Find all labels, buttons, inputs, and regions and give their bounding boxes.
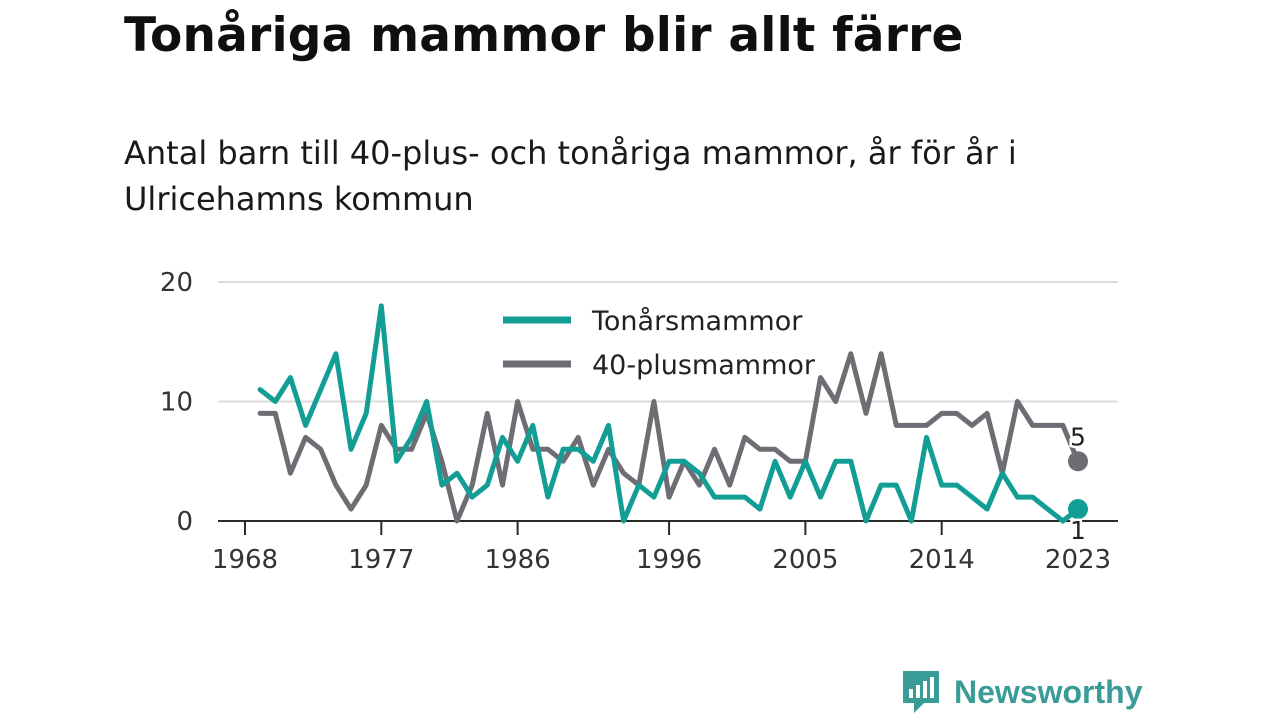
bar-chart-bubble-icon — [903, 671, 939, 713]
x-tick-label: 1977 — [348, 545, 414, 575]
brand-name: Newsworthy — [954, 673, 1143, 710]
x-tick-label: 2005 — [772, 545, 838, 575]
y-tick-label: 0 — [176, 507, 193, 537]
series-line-tonarsmammor — [257, 303, 1081, 524]
legend-label: Tonårsmammor — [591, 306, 803, 337]
x-tick-label: 2023 — [1045, 545, 1111, 575]
end-point-label: 5 — [1070, 422, 1086, 451]
newsworthy-logo: Newsworthy — [900, 670, 1142, 714]
end-point-marker — [1068, 451, 1088, 472]
x-tick-label: 1986 — [485, 545, 551, 575]
y-tick-label: 10 — [160, 388, 193, 418]
x-tick-label: 1968 — [212, 545, 278, 575]
x-tick-label: 1996 — [636, 545, 702, 575]
chart-subtitle: Antal barn till 40-plus- och tonåriga ma… — [124, 134, 1017, 218]
legend-label: 40-plusmammor — [592, 350, 816, 381]
y-tick-label: 20 — [160, 268, 193, 298]
end-point-marker — [1068, 499, 1088, 520]
x-tick-label: 2014 — [909, 545, 975, 575]
chart-title: Tonåriga mammor blir allt färre — [124, 8, 964, 63]
end-point-label: 1 — [1070, 516, 1086, 545]
